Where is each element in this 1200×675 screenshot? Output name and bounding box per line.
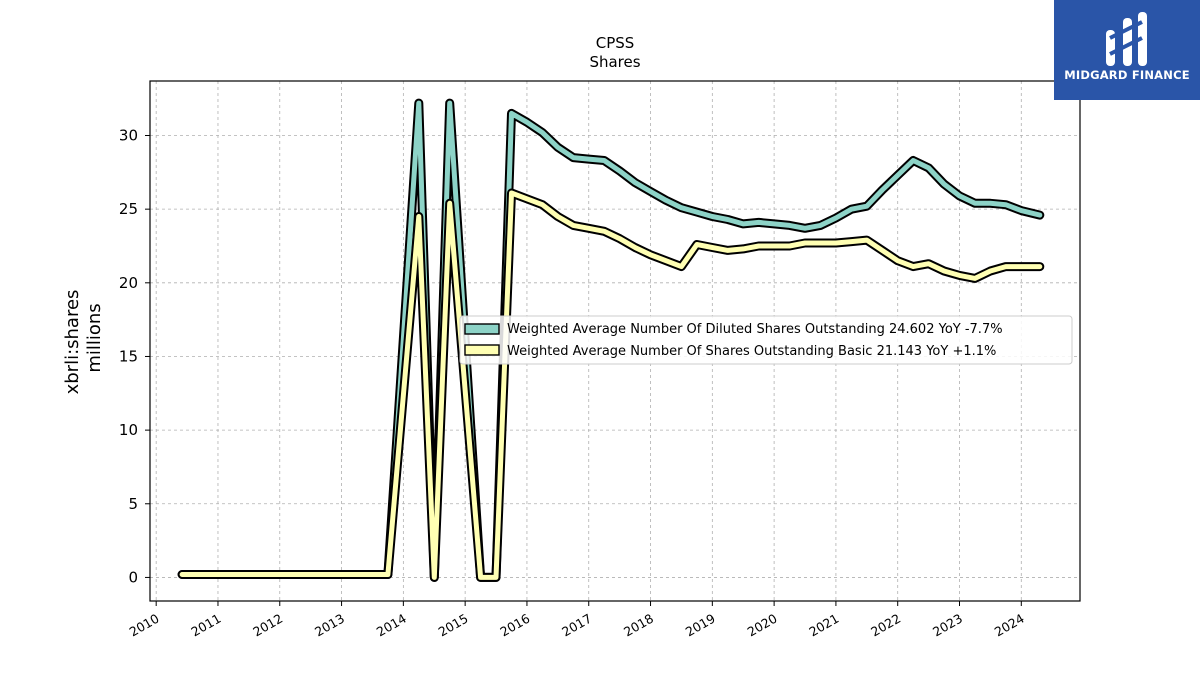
x-tick-label: 2020 <box>745 611 780 640</box>
y-tick-label: 25 <box>119 200 138 218</box>
chart-subtitle: Shares <box>589 53 640 71</box>
x-tick-label: 2015 <box>436 611 471 640</box>
y-tick-label: 20 <box>119 274 138 292</box>
y-tick-label: 30 <box>119 127 138 145</box>
y-tick-label: 15 <box>119 347 138 365</box>
midgard-finance-logo-icon <box>1106 12 1147 66</box>
legend-box <box>459 315 1073 365</box>
y-axis-label: xbrli:shares <box>62 290 83 395</box>
series-line-outline-basic <box>177 188 1045 582</box>
y-axis: 0 5 10 15 20 25 30 <box>119 127 150 586</box>
x-tick-label: 2021 <box>806 611 841 640</box>
midgard-finance-logo: MIDGARD FINANCE <box>1054 0 1200 100</box>
x-tick-label: 2016 <box>497 611 532 640</box>
y-tick-label: 10 <box>119 421 138 439</box>
legend-swatch-diluted <box>464 323 500 335</box>
x-tick-label: 2019 <box>683 611 718 640</box>
x-tick-label: 2012 <box>250 611 285 640</box>
legend-swatch-basic <box>464 344 500 356</box>
x-tick-label: 2013 <box>312 611 347 640</box>
x-tick-label: 2022 <box>868 611 903 640</box>
x-tick-label: 2014 <box>374 611 409 640</box>
x-axis: 2010 2011 2012 2013 2014 2015 2016 2017 2018 2019… <box>127 601 1027 640</box>
logo-text: MIDGARD FINANCE <box>1064 68 1190 82</box>
x-tick-label: 2010 <box>127 611 162 640</box>
y-axis-label-units: millions <box>84 303 105 372</box>
y-tick-label: 5 <box>128 495 138 513</box>
legend-label-diluted: Weighted Average Number Of Diluted Share… <box>507 322 1003 337</box>
series-line-basic <box>179 190 1043 580</box>
x-tick-label: 2024 <box>992 611 1027 640</box>
y-tick-label: 0 <box>128 568 138 586</box>
legend: Weighted Average Number Of Diluted Share… <box>459 315 1073 365</box>
x-tick-label: 2023 <box>930 611 965 640</box>
chart-title: CPSS <box>596 34 635 52</box>
legend-label-basic: Weighted Average Number Of Shares Outsta… <box>507 344 996 359</box>
x-tick-label: 2017 <box>559 611 594 640</box>
x-tick-label: 2018 <box>621 611 656 640</box>
plot-frame <box>149 80 1081 602</box>
x-tick-label: 2011 <box>188 611 223 640</box>
series-layer <box>177 98 1045 582</box>
